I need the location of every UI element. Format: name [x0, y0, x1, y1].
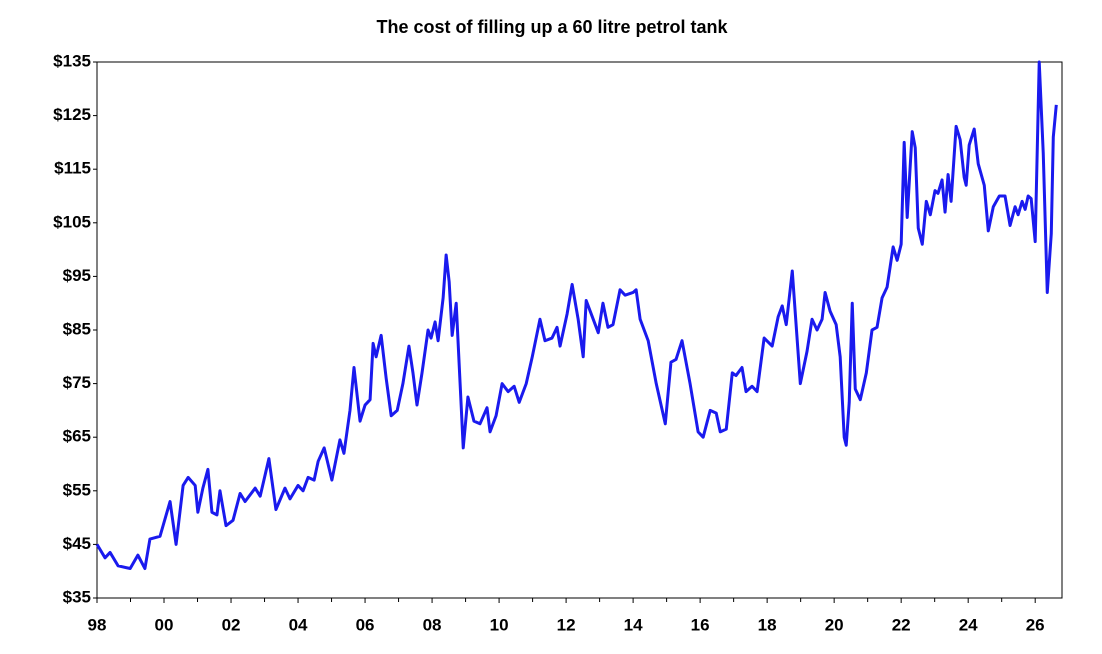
x-tick-label: 08	[423, 615, 442, 634]
x-tick-label: 02	[222, 615, 241, 634]
y-tick-label: $115	[54, 159, 91, 178]
x-tick-label: 22	[892, 615, 911, 634]
y-tick-label: $35	[63, 587, 91, 606]
y-tick-label: $125	[53, 105, 91, 124]
y-tick-label: $105	[53, 212, 91, 231]
chart-title: The cost of filling up a 60 litre petrol…	[376, 17, 728, 37]
x-tick-label: 14	[624, 615, 643, 634]
y-tick-label: $65	[63, 427, 91, 446]
x-tick-label: 24	[959, 615, 978, 634]
y-tick-label: $95	[63, 266, 91, 285]
x-tick-label: 00	[155, 615, 174, 634]
x-tick-label: 20	[825, 615, 844, 634]
x-tick-label: 12	[557, 615, 576, 634]
x-tick-label: 98	[88, 615, 107, 634]
y-tick-label: $85	[63, 319, 91, 338]
y-tick-label: $45	[63, 534, 91, 553]
y-tick-label: $135	[53, 51, 91, 70]
x-tick-label: 18	[758, 615, 777, 634]
x-tick-label: 16	[691, 615, 710, 634]
x-tick-label: 10	[490, 615, 509, 634]
y-tick-label: $75	[63, 373, 91, 392]
y-tick-label: $55	[63, 480, 91, 499]
x-tick-label: 26	[1026, 615, 1045, 634]
data-line	[95, 60, 1058, 571]
x-tick-label: 06	[356, 615, 375, 634]
x-tick-label: 04	[289, 615, 308, 634]
